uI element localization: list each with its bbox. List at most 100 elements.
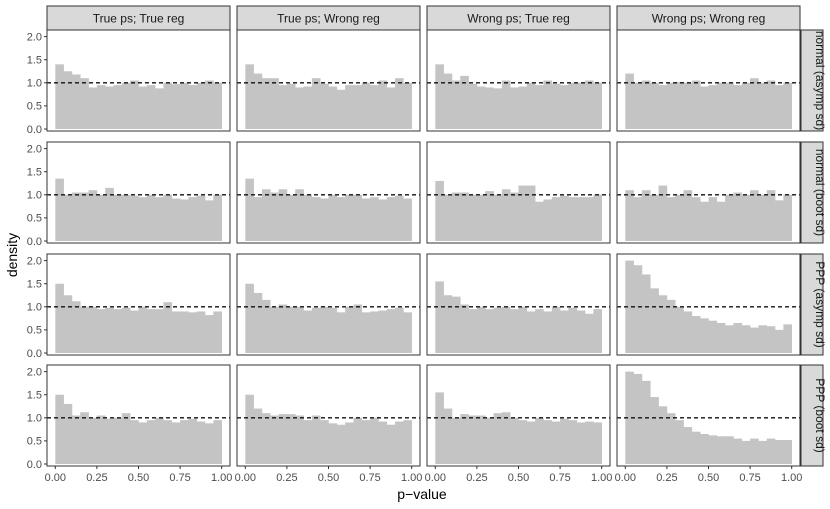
histogram-bar	[55, 394, 64, 464]
histogram-bar	[700, 318, 709, 353]
histogram-bar	[650, 82, 659, 129]
histogram-bar	[758, 325, 768, 353]
histogram-bar	[691, 431, 701, 464]
x-tick-label: 0.00	[235, 472, 256, 484]
histogram-bar	[568, 82, 578, 129]
x-tick-label: 1.00	[781, 472, 802, 484]
histogram-bar	[320, 420, 329, 464]
panel-r4-c1	[46, 364, 231, 467]
histogram-bar	[96, 415, 106, 464]
y-tick-label: 0.5	[27, 101, 42, 113]
histogram-bar	[261, 78, 271, 129]
row-strip-2: normal (boot sd)	[800, 141, 827, 244]
histogram-bar	[328, 86, 338, 129]
histogram-bar	[303, 194, 313, 241]
histogram-bar	[138, 86, 148, 129]
histogram-bar	[543, 199, 553, 241]
histogram-bar	[700, 86, 709, 129]
strip-background	[800, 364, 824, 467]
histogram-bar	[361, 82, 371, 129]
x-axis-title: p−value	[397, 486, 447, 502]
histogram-bar	[245, 64, 254, 129]
histogram-bar	[155, 309, 164, 353]
histogram-bar	[675, 420, 684, 464]
histogram-bar	[353, 417, 363, 464]
histogram-bar	[708, 197, 718, 241]
histogram-bar	[320, 83, 329, 129]
x-tick-label: 0.75	[739, 472, 760, 484]
histogram-bar	[113, 85, 123, 129]
histogram-bar	[71, 192, 81, 241]
row-strip-4: PPP (boot sd)	[800, 364, 827, 467]
y-tick-label: 0.0	[27, 348, 42, 360]
histogram-bar	[493, 194, 503, 241]
histogram-bar	[518, 86, 528, 129]
histogram-bar	[593, 194, 602, 241]
y-tick-label: 1.5	[27, 55, 42, 67]
histogram-bar	[386, 197, 396, 241]
histogram-bar	[585, 197, 594, 241]
column-strip-label: Wrong ps; True reg	[467, 12, 570, 26]
histogram-bar	[253, 292, 263, 353]
histogram-bar	[245, 178, 254, 241]
histogram-bar	[683, 311, 693, 353]
histogram-bar	[750, 327, 759, 353]
histogram-bar	[750, 438, 759, 464]
histogram-bar	[105, 187, 114, 241]
histogram-bar	[121, 307, 131, 353]
histogram-bar	[666, 82, 676, 129]
histogram-bar	[741, 440, 751, 464]
histogram-bar	[460, 75, 469, 129]
histogram-bar	[130, 310, 139, 353]
histogram-bar	[691, 80, 701, 129]
histogram-bar	[311, 307, 321, 353]
histogram-bar	[105, 418, 114, 464]
y-axis-title: density	[4, 233, 20, 277]
histogram-bar	[435, 392, 444, 464]
panel-r1-c4	[616, 29, 801, 132]
x-tick-label: 0.00	[45, 472, 66, 484]
histogram-bar	[535, 309, 544, 353]
histogram-bar	[476, 86, 486, 129]
histogram-bar	[180, 311, 189, 353]
histogram-bar	[370, 197, 379, 241]
y-tick-label: 0.0	[27, 459, 42, 471]
histogram-bar	[88, 87, 98, 129]
histogram-bar	[526, 311, 536, 353]
row-strip-label: normal (asymp sd)	[813, 31, 827, 130]
histogram-bar	[725, 325, 734, 353]
histogram-bar	[725, 82, 734, 129]
histogram-bar	[741, 325, 751, 353]
column-strip-1: True ps; True reg	[46, 5, 231, 31]
histogram-bar	[205, 423, 214, 464]
histogram-bar	[443, 73, 453, 129]
column-strip-2: True ps; Wrong reg	[236, 5, 421, 31]
row-strip-1: normal (asymp sd)	[800, 29, 827, 132]
histogram-bar	[733, 322, 743, 353]
histogram-bar	[80, 192, 89, 241]
histogram-bar	[641, 190, 651, 241]
histogram-bar	[278, 85, 288, 129]
histogram-bar	[130, 80, 139, 129]
panel-border	[426, 141, 611, 244]
histogram-bar	[63, 71, 73, 129]
histogram-bar	[468, 309, 478, 353]
histogram-bar	[666, 413, 676, 464]
panel-border	[616, 253, 801, 356]
histogram-bar	[370, 85, 379, 129]
histogram-bar	[716, 436, 726, 464]
histogram-bar	[336, 312, 346, 353]
y-tick-label: 2.0	[27, 31, 42, 43]
histogram-bar	[766, 80, 776, 129]
histogram-bar	[196, 82, 206, 129]
histogram-bar	[435, 180, 444, 241]
panel-r1-c3	[426, 29, 611, 132]
histogram-bar	[395, 421, 404, 464]
histogram-bar	[593, 309, 602, 353]
histogram-bar	[345, 422, 354, 464]
histogram-bar	[336, 197, 346, 241]
histogram-bar	[196, 421, 206, 464]
x-tick-label: 1.00	[211, 472, 232, 484]
histogram-bar	[328, 307, 338, 353]
